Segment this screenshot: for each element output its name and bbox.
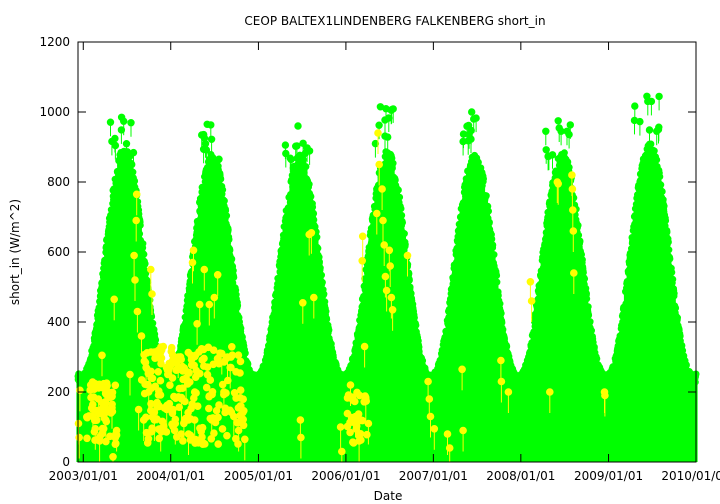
main-series-point: [149, 319, 157, 327]
main-series-point: [142, 269, 150, 277]
main-series-point: [316, 258, 323, 266]
main-series-point: [396, 193, 404, 201]
main-series-point: [585, 311, 593, 319]
main-series-point: [583, 295, 591, 303]
main-series-point: [419, 357, 427, 365]
main-series-point: [219, 186, 227, 194]
main-series-point: [226, 246, 234, 254]
main-series-point: [321, 298, 329, 306]
main-series-point: [389, 159, 397, 167]
main-series-point: [140, 250, 148, 258]
main-series-point: [497, 309, 505, 317]
main-series-point: [397, 205, 405, 213]
main-series-point: [663, 228, 671, 236]
main-series-point: [584, 303, 592, 311]
main-series-point: [131, 177, 139, 185]
main-series-point: [490, 251, 498, 259]
main-series-point: [405, 276, 413, 284]
main-series-point: [593, 355, 601, 363]
main-series-point: [576, 237, 584, 245]
main-series-point: [323, 315, 331, 323]
main-series-point: [588, 327, 595, 335]
main-series-point: [662, 217, 670, 225]
main-series-point: [574, 221, 582, 229]
main-series-point: [223, 212, 231, 220]
main-series-point: [316, 264, 324, 272]
main-series-point: [575, 231, 583, 239]
main-series-point: [489, 241, 497, 249]
main-series-point: [658, 188, 666, 195]
main-series-point: [650, 147, 658, 155]
main-series-point: [310, 210, 318, 217]
main-series-point: [318, 271, 325, 279]
main-series-point: [412, 321, 420, 329]
main-series-point: [672, 304, 680, 312]
main-series-point: [220, 197, 228, 205]
main-series-point: [493, 278, 501, 286]
main-series-point: [305, 180, 313, 188]
main-series-point: [485, 207, 492, 215]
main-series-point: [230, 273, 238, 281]
main-series-point: [234, 302, 242, 310]
main-series-point: [670, 289, 678, 297]
main-series-point: [400, 230, 408, 238]
main-series-point: [666, 255, 674, 263]
main-series-point: [586, 318, 594, 326]
main-series-point: [474, 158, 482, 166]
main-series-point: [482, 192, 490, 200]
main-series-point: [325, 326, 333, 334]
main-series-point: [394, 186, 402, 194]
main-series-point: [657, 181, 665, 189]
main-series-point: [129, 168, 137, 176]
main-series-point: [141, 260, 149, 268]
main-series-point: [581, 275, 589, 283]
main-series-point: [225, 236, 233, 244]
main-series-point: [399, 219, 406, 226]
main-series-point: [660, 202, 668, 210]
chart-title: CEOP BALTEX1LINDENBERG FALKENBERG short_…: [244, 14, 545, 28]
main-series-point: [228, 255, 236, 263]
main-series-point: [398, 211, 406, 219]
main-series-point: [217, 175, 225, 183]
main-series-point: [480, 175, 487, 183]
main-series-point: [318, 278, 326, 286]
main-series-point: [565, 163, 573, 171]
main-series-point: [309, 203, 317, 211]
main-series-point: [322, 307, 330, 315]
main-series-point: [665, 246, 673, 254]
main-series-point: [664, 238, 672, 246]
main-series-point: [656, 173, 664, 181]
main-series-point: [139, 240, 147, 248]
main-series-point: [578, 256, 586, 264]
main-series-point: [590, 343, 598, 351]
main-series-point: [669, 275, 677, 283]
main-series-point: [496, 300, 504, 308]
main-series-point: [406, 283, 414, 291]
main-series-point: [224, 226, 232, 234]
main-series-point: [653, 156, 661, 164]
main-series-point: [320, 290, 328, 298]
main-series-point: [668, 268, 676, 276]
main-series-point: [503, 343, 511, 351]
main-series-point: [410, 314, 418, 322]
main-series-point: [485, 218, 493, 226]
main-series-point: [313, 233, 321, 241]
main-series-point: [647, 140, 655, 148]
main-series-point: [307, 193, 315, 200]
main-series-point: [136, 221, 144, 229]
plot-area: [74, 92, 700, 462]
main-series-point: [237, 324, 245, 332]
main-series-point: [314, 244, 322, 252]
main-series-point: [401, 241, 409, 249]
main-series-point: [488, 235, 496, 243]
main-series-point: [241, 349, 249, 357]
main-series-point: [493, 272, 501, 279]
